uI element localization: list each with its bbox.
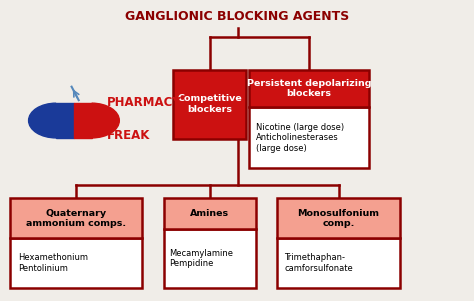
Text: Nicotine (large dose)
Anticholinesterases
(large dose): Nicotine (large dose) Anticholinesterase… — [256, 123, 344, 153]
FancyBboxPatch shape — [10, 238, 143, 288]
Bar — [74, 103, 92, 138]
Text: GANGLIONIC BLOCKING AGENTS: GANGLIONIC BLOCKING AGENTS — [125, 10, 349, 23]
Text: Persistent depolarizing
blockers: Persistent depolarizing blockers — [247, 79, 371, 98]
FancyBboxPatch shape — [249, 107, 369, 169]
FancyBboxPatch shape — [164, 198, 256, 229]
Text: Competitive
blockers: Competitive blockers — [177, 94, 242, 114]
Text: PHARMACY: PHARMACY — [107, 96, 182, 109]
FancyBboxPatch shape — [249, 70, 369, 107]
Text: Hexamethonium
Pentolinium: Hexamethonium Pentolinium — [18, 253, 88, 273]
Bar — [56, 103, 74, 138]
FancyBboxPatch shape — [164, 229, 256, 288]
Text: Mecamylamine
Pempidine: Mecamylamine Pempidine — [169, 249, 233, 268]
FancyBboxPatch shape — [173, 70, 246, 138]
FancyBboxPatch shape — [277, 238, 400, 288]
Text: Trimethaphan-
camforsulfonate: Trimethaphan- camforsulfonate — [284, 253, 353, 273]
FancyBboxPatch shape — [10, 198, 143, 238]
Text: FREAK: FREAK — [107, 129, 150, 142]
Text: Amines: Amines — [190, 209, 229, 218]
Text: Quaternary
ammonium comps.: Quaternary ammonium comps. — [26, 209, 127, 228]
Wedge shape — [28, 103, 56, 138]
FancyBboxPatch shape — [277, 198, 400, 238]
Wedge shape — [92, 103, 119, 138]
Text: Monosulfonium
comp.: Monosulfonium comp. — [298, 209, 380, 228]
